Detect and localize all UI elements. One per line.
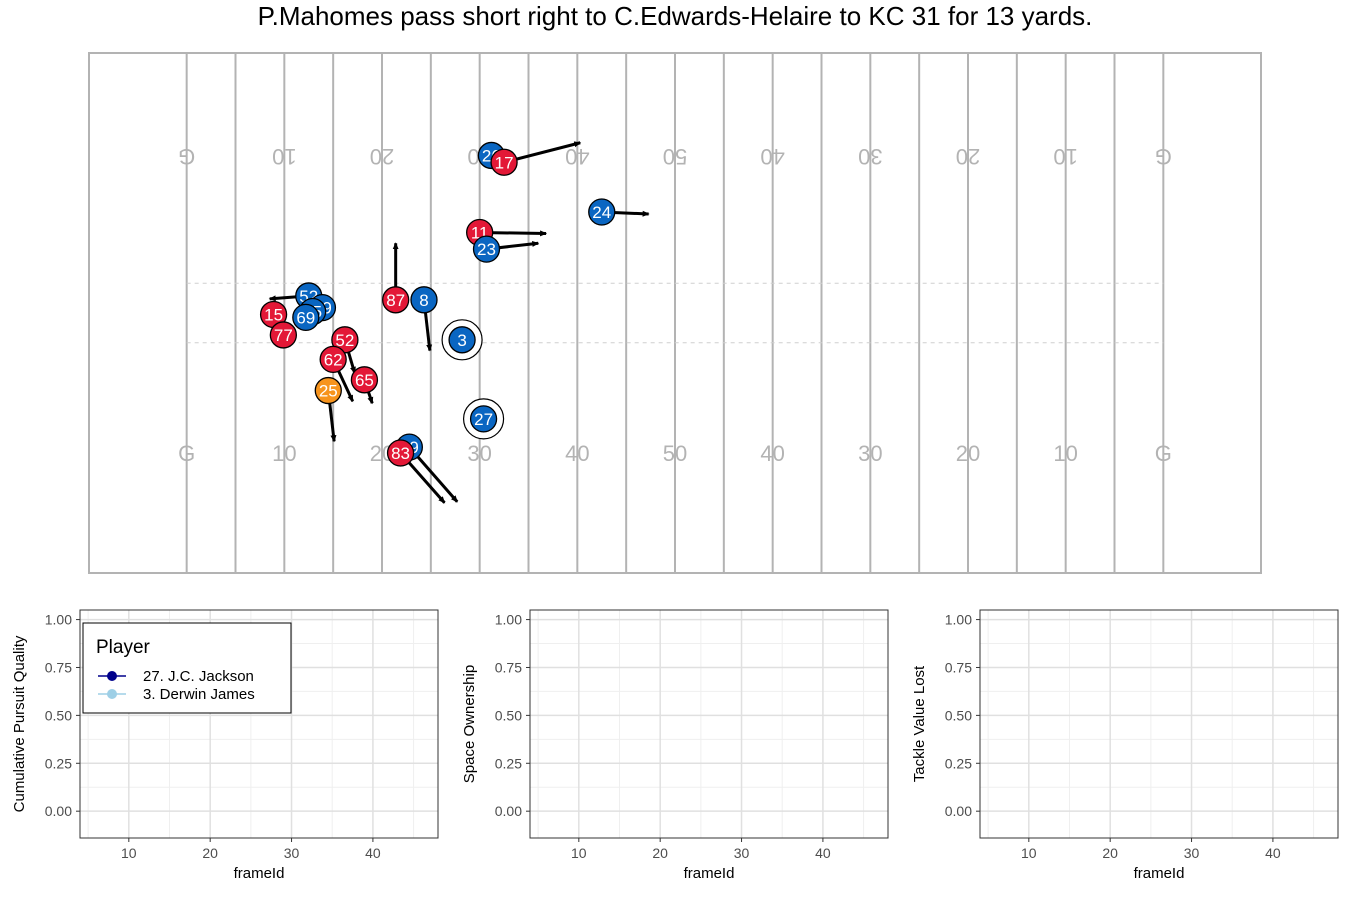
- player-number: 62: [324, 350, 343, 369]
- plot-background: [530, 610, 888, 838]
- yard-number-top: 10: [1053, 144, 1077, 169]
- yard-number-top: 10: [272, 144, 296, 169]
- tick-label-x: 10: [1021, 845, 1037, 861]
- tick-label-x: 10: [121, 845, 137, 861]
- yard-number-top: G: [1155, 144, 1172, 169]
- yard-number-bottom: 30: [467, 441, 491, 466]
- tick-label-y: 0.00: [945, 803, 972, 819]
- tick-label-x: 40: [1265, 845, 1281, 861]
- tick-label-x: 40: [815, 845, 831, 861]
- tick-label-y: 0.50: [945, 707, 972, 723]
- y-axis-label: Space Ownership: [461, 665, 478, 783]
- player-marker: [410, 286, 438, 314]
- tick-label-y: 1.00: [495, 612, 522, 628]
- tick-label-y: 0.75: [45, 659, 72, 675]
- yard-number-bottom: 20: [956, 441, 980, 466]
- legend-item: 27. J.C. Jackson: [143, 668, 254, 685]
- tick-label-x: 30: [1184, 845, 1200, 861]
- yard-number-bottom: 10: [1053, 441, 1077, 466]
- plot-border: [979, 609, 1339, 839]
- tick-label-y: 0.25: [945, 755, 972, 771]
- yard-number-top: 20: [370, 144, 394, 169]
- yard-number-bottom: 50: [663, 441, 687, 466]
- tick-label-y: 0.50: [45, 707, 72, 723]
- yard-number-bottom: G: [1155, 441, 1172, 466]
- yard-number-bottom: 10: [272, 441, 296, 466]
- tick-label-x: 30: [284, 845, 300, 861]
- tick-label-y: 0.00: [45, 803, 72, 819]
- legend-title: Player: [96, 637, 151, 658]
- player-number: 83: [391, 444, 410, 463]
- tick-label-x: 20: [652, 845, 668, 861]
- tick-label-y: 0.25: [495, 755, 522, 771]
- legend-swatch-point: [107, 671, 117, 681]
- player-number: 15: [264, 305, 283, 324]
- plot-border: [79, 609, 439, 839]
- player-marker: [350, 366, 379, 394]
- yard-number-bottom: 40: [760, 441, 784, 466]
- tick-label-y: 1.00: [45, 612, 72, 628]
- yard-number-top: G: [178, 144, 195, 169]
- yard-number-bottom: G: [178, 441, 195, 466]
- player-number: 52: [335, 331, 354, 350]
- space-ownership-panel: 10 20 30 40 0.00 0.25 0.50 0.75 1.00 frameId Space…: [461, 609, 889, 882]
- tick-label-y: 0.75: [495, 659, 522, 675]
- yard-number-bottom: 40: [565, 441, 589, 466]
- yard-number-top: 50: [663, 144, 687, 169]
- player-marker: [469, 405, 498, 433]
- tick-label-x: 40: [365, 845, 381, 861]
- y-axis-label: Cumulative Pursuit Quality: [11, 635, 28, 812]
- player-number: 65: [355, 371, 374, 390]
- player-marker: [292, 303, 320, 332]
- legend-item: 3. Derwin James: [143, 686, 255, 703]
- yard-number-top: 40: [565, 144, 589, 169]
- x-axis-label: frameId: [684, 865, 735, 882]
- player-marker: [319, 345, 347, 373]
- x-axis-label: frameId: [234, 865, 285, 882]
- legend-box: [82, 622, 292, 714]
- player-marker: [490, 148, 518, 176]
- player-number: 23: [477, 240, 496, 259]
- player-marker: [269, 321, 298, 349]
- x-axis-label: frameId: [1134, 865, 1185, 882]
- player-number: 87: [386, 291, 405, 310]
- player-marker: [588, 198, 616, 226]
- tick-label-y: 1.00: [945, 612, 972, 628]
- tick-label-x: 20: [1102, 845, 1118, 861]
- player-number: 3: [457, 331, 466, 350]
- player-marker: [472, 235, 501, 263]
- tick-label-x: 30: [734, 845, 750, 861]
- tackle-value-lost-panel: 10 20 30 40 0.00 0.25 0.50 0.75 1.00 frameId Tackl…: [911, 609, 1339, 882]
- player-number: 8: [419, 291, 428, 310]
- player-number: 17: [495, 153, 514, 172]
- tick-label-y: 0.25: [45, 755, 72, 771]
- player-marker: [448, 326, 476, 354]
- yard-number-top: 30: [858, 144, 882, 169]
- tick-label-y: 0.00: [495, 803, 522, 819]
- football-field: G102030405040302010GG102030405040302010G…: [88, 52, 1262, 574]
- tick-label-x: 20: [202, 845, 218, 861]
- y-axis-label: Tackle Value Lost: [911, 665, 928, 782]
- tick-label-x: 10: [571, 845, 587, 861]
- plot-border: [529, 609, 889, 839]
- plot-background: [980, 610, 1338, 838]
- pursuit-quality-panel: 10 20 30 40 0.00 0.25 0.50 0.75 1.00 frameId Cumul…: [11, 609, 439, 882]
- player-number: 25: [319, 382, 338, 401]
- yard-number-bottom: 30: [858, 441, 882, 466]
- player-marker: [314, 376, 342, 405]
- tick-label-y: 0.75: [945, 659, 972, 675]
- player-number: 69: [296, 308, 315, 327]
- tick-label-y: 0.50: [495, 707, 522, 723]
- yard-number-top: 40: [760, 144, 784, 169]
- player-marker: [386, 439, 415, 467]
- chart-title: P.Mahomes pass short right to C.Edwards-…: [257, 1, 1093, 31]
- player-marker: [382, 286, 410, 314]
- yard-number-top: 20: [956, 144, 980, 169]
- player-number: 77: [274, 326, 293, 345]
- player-number: 27: [474, 410, 493, 429]
- player-number: 24: [592, 203, 611, 222]
- legend-swatch-point: [107, 689, 117, 699]
